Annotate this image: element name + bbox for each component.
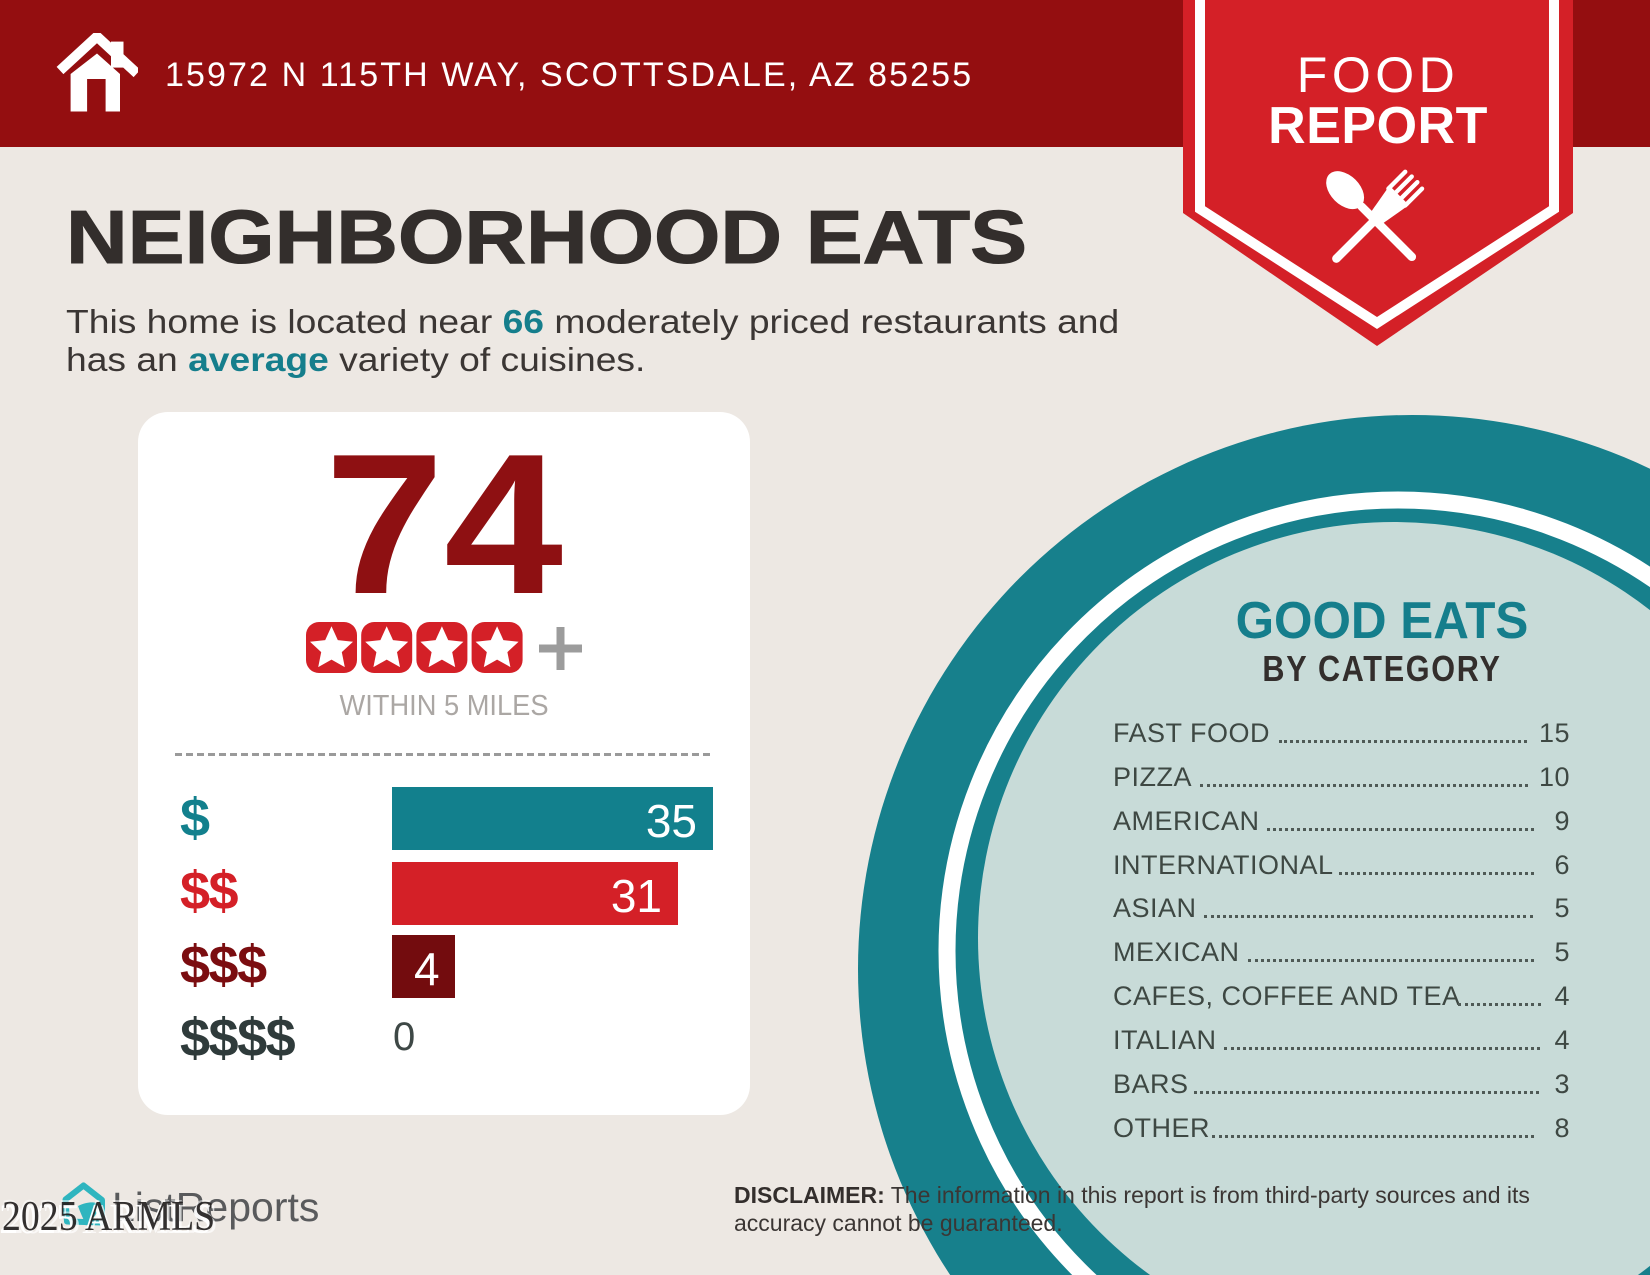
svg-text:REPORT: REPORT [1268, 97, 1488, 155]
svg-text:FOOD: FOOD [1297, 47, 1459, 103]
